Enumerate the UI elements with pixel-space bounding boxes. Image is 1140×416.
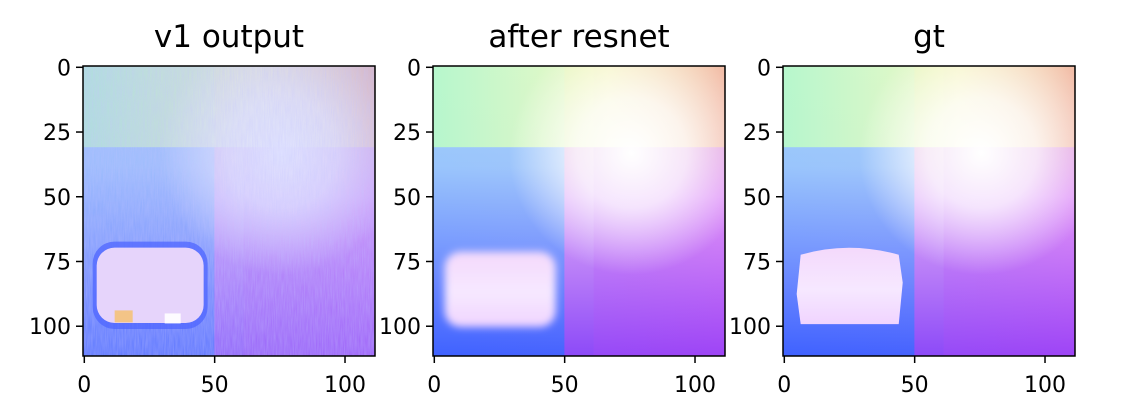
panel-2: 0 50 100 0 25 50 75 100 after resnet [379, 19, 725, 398]
y-tick-label: 100 [729, 315, 771, 340]
object-blob [97, 248, 204, 323]
x-tick-label: 100 [1024, 373, 1066, 398]
y-tick-label: 0 [757, 56, 771, 81]
object-blob [445, 252, 556, 327]
x-tick-label: 0 [777, 373, 791, 398]
y-tick-label: 75 [393, 250, 421, 275]
y-tick-label: 0 [57, 56, 71, 81]
y-tick-label: 25 [743, 121, 771, 146]
x-tick-label: 0 [77, 373, 91, 398]
y-tick-label: 50 [393, 186, 421, 211]
x-tick-label: 100 [324, 373, 366, 398]
panel-1: 0 50 100 0 25 50 75 100 v1 output [29, 19, 375, 398]
heatmap-image [433, 66, 725, 356]
x-tick-label: 100 [674, 373, 716, 398]
y-tick-label: 75 [743, 250, 771, 275]
chart-title: after resnet [488, 19, 669, 55]
chart-title: gt [913, 19, 945, 55]
y-tick-label: 100 [29, 315, 71, 340]
y-tick-label: 0 [407, 56, 421, 81]
panel-3: 0 50 100 0 25 50 75 100 gt [729, 19, 1075, 398]
object-blob [797, 248, 903, 324]
x-tick-label: 50 [551, 373, 579, 398]
y-tick-label: 75 [43, 250, 71, 275]
y-tick-label: 50 [43, 186, 71, 211]
chart-title: v1 output [154, 19, 304, 55]
heatmap-image [783, 66, 1075, 356]
y-tick-label: 25 [43, 121, 71, 146]
x-tick-label: 0 [427, 373, 441, 398]
y-tick-label: 50 [743, 186, 771, 211]
y-tick-label: 25 [393, 121, 421, 146]
heatmap-image [83, 66, 375, 356]
y-tick-label: 100 [379, 315, 421, 340]
x-tick-label: 50 [901, 373, 929, 398]
x-tick-label: 50 [201, 373, 229, 398]
